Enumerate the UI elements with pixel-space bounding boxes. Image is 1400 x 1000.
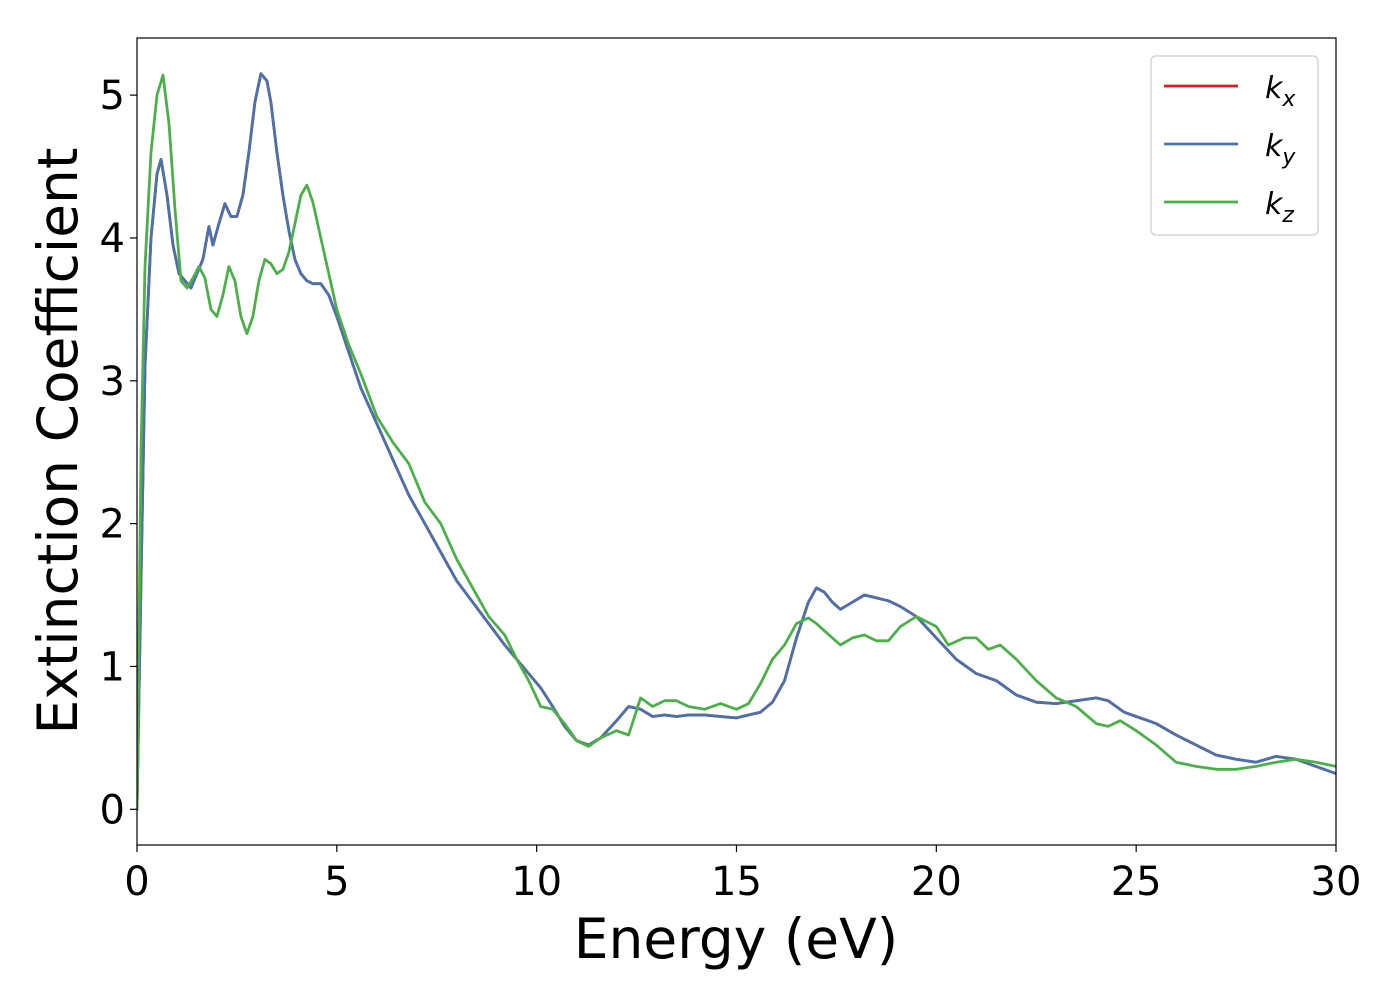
legend-label-x: kx [1265, 71, 1296, 112]
x-tick-label: 20 [911, 859, 962, 905]
series-line-kz [137, 73, 1336, 811]
legend-label-y: ky [1265, 129, 1296, 170]
y-tick-label: 1 [100, 644, 125, 690]
x-tick-label: 10 [511, 859, 562, 905]
y-tick-label: 3 [100, 359, 125, 405]
legend-box [1150, 55, 1319, 236]
legend: kx ky kz [1150, 55, 1319, 236]
y-axis-title: Extinction Coefficient [26, 148, 90, 735]
legend-label-z: kz [1265, 187, 1294, 228]
x-tick-label: 25 [1111, 859, 1162, 905]
x-tick-label: 15 [711, 859, 762, 905]
x-tick-label: 30 [1311, 859, 1362, 905]
y-tick-label: 5 [100, 73, 125, 119]
x-tick-label: 5 [324, 859, 349, 905]
y-tick-label: 4 [100, 216, 125, 262]
x-tick-label: 0 [124, 859, 149, 905]
y-tick-label: 2 [100, 502, 125, 548]
y-tick-label: 0 [100, 787, 125, 833]
x-axis-title: Energy (eV) [574, 907, 898, 971]
